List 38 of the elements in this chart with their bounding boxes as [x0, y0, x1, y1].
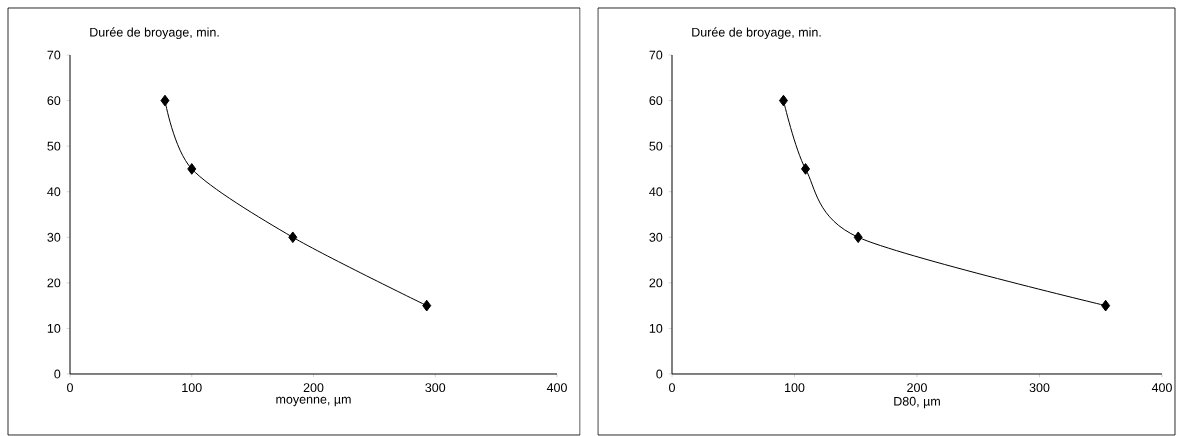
- x-tick-label: 0: [67, 383, 73, 393]
- y-tick-label: 10: [649, 323, 663, 333]
- point: [778, 94, 788, 107]
- y-tick-label: 50: [47, 141, 61, 151]
- point: [422, 299, 432, 312]
- y-tick-label: 40: [649, 187, 663, 197]
- point: [801, 163, 811, 175]
- x-axis-title: D80, µm: [894, 396, 940, 409]
- y-tick-label: 20: [649, 278, 663, 288]
- y-axis-title: Durée de broyage, min.: [692, 27, 821, 40]
- y-tick-label: 0: [54, 369, 61, 379]
- y-tick-label: 70: [649, 50, 663, 60]
- x-tick-label: 200: [907, 383, 927, 393]
- y-tick-label: 60: [47, 96, 61, 105]
- y-tick-label: 30: [649, 232, 663, 242]
- y-tick-label: 60: [649, 96, 663, 105]
- point: [160, 94, 170, 107]
- x-tick-label: 100: [785, 383, 805, 393]
- x-tick-label: 200: [303, 383, 324, 393]
- point: [853, 231, 863, 244]
- point: [1101, 299, 1111, 312]
- x-tick-label: 0: [669, 383, 675, 393]
- y-tick-label: 30: [47, 232, 61, 242]
- x-axis-title: moyenne, µm: [276, 396, 351, 407]
- y-tick-label: 0: [656, 369, 663, 379]
- x-tick-label: 400: [1151, 383, 1172, 393]
- point: [288, 231, 298, 244]
- y-tick-label: 10: [47, 323, 61, 333]
- y-tick-label: 40: [47, 187, 61, 197]
- x-tick-label: 300: [425, 383, 446, 393]
- y-tick-label: 20: [47, 278, 61, 288]
- y-tick-label: 50: [649, 141, 663, 151]
- y-axis-title: Durée de broyage, min.: [90, 27, 219, 40]
- y-tick-label: 70: [47, 50, 61, 60]
- x-tick-label: 400: [546, 383, 567, 393]
- point: [187, 163, 197, 175]
- x-tick-label: 300: [1029, 383, 1050, 393]
- x-tick-label: 100: [182, 383, 202, 393]
